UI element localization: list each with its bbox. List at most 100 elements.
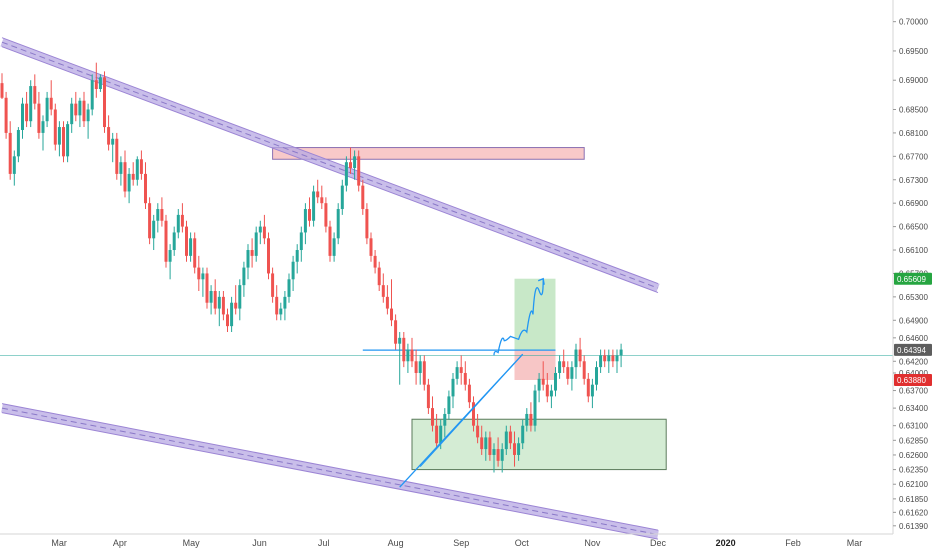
candle-body: [496, 449, 500, 461]
candle-body: [578, 349, 582, 362]
candle-body: [357, 156, 361, 186]
candle-body: [168, 250, 172, 262]
candle-body: [586, 378, 590, 397]
candle-body: [381, 285, 385, 297]
target-zone: [514, 278, 556, 351]
candle-body: [221, 296, 225, 315]
candle-body: [422, 361, 426, 385]
upper-channel-edge-bottom: [1, 46, 659, 294]
candle-body: [517, 443, 521, 455]
candle-body: [189, 238, 193, 256]
candle-body: [74, 103, 78, 116]
candle-body: [480, 437, 484, 450]
price-tick-label: 0.63700: [899, 387, 928, 396]
candle-body: [365, 209, 369, 239]
price-tick-label: 0.62600: [899, 451, 928, 460]
candle-body: [267, 238, 270, 274]
candle-body: [316, 191, 320, 198]
lower-channel-edge-bottom: [1, 412, 659, 540]
candle-body: [549, 390, 553, 397]
candle-body: [271, 273, 275, 297]
candle-body: [476, 425, 480, 438]
candle-body: [21, 103, 24, 130]
stop-zone: [514, 350, 556, 381]
candle-body: [361, 185, 365, 210]
candle-body: [230, 302, 234, 327]
candle-body: [619, 349, 623, 356]
candle-body: [25, 103, 29, 122]
candle-body: [275, 296, 279, 315]
price-tick-label: 0.64200: [899, 357, 928, 366]
candle-body: [90, 80, 94, 110]
candle-body: [443, 413, 447, 426]
time-axis-label: May: [183, 538, 201, 548]
price-tick-label: 0.61620: [899, 508, 928, 517]
rising-support-line: [419, 353, 524, 468]
candle-body: [590, 384, 594, 397]
candle-body: [537, 378, 541, 391]
candle-body: [295, 250, 299, 262]
candle-body: [193, 238, 197, 268]
candle-body: [45, 97, 49, 122]
candle-body: [566, 367, 570, 379]
candle-body: [287, 279, 291, 297]
candle-body: [152, 220, 156, 239]
candle-body: [119, 162, 123, 174]
candle-body: [603, 355, 607, 362]
candle-body: [504, 431, 508, 450]
candle-body: [234, 302, 238, 309]
candle-body: [529, 413, 533, 426]
upper-channel-edge-top: [1, 37, 659, 285]
candle-body: [258, 226, 262, 233]
projection-arrowhead: [537, 277, 545, 285]
price-badge-label: 0.63880: [897, 376, 926, 385]
candle-body: [414, 361, 418, 373]
candle-body: [262, 226, 266, 239]
candle-body: [115, 138, 119, 174]
time-axis-label: Apr: [113, 538, 127, 548]
price-badge: [894, 343, 932, 356]
price-tick-label: 0.69000: [899, 76, 928, 85]
time-axis-label: Dec: [650, 538, 667, 548]
price-badge: [894, 272, 932, 285]
candle-body: [451, 378, 455, 397]
candle-body: [439, 425, 443, 444]
candle-body: [607, 355, 611, 362]
time-axis-label: Nov: [584, 538, 601, 548]
candle-body: [525, 413, 529, 426]
candle-body: [459, 367, 463, 373]
candle-body: [66, 124, 70, 157]
lines-layer: [0, 349, 893, 356]
resistance-zone: [272, 147, 585, 160]
candle-body: [209, 291, 213, 303]
candle-body: [98, 77, 102, 89]
candle-body: [385, 296, 389, 309]
lower-channel-midline: [1, 407, 659, 536]
candle-body: [554, 372, 557, 391]
candle-body: [62, 127, 65, 157]
projection-path: [493, 278, 544, 356]
price-tick-label: 0.62850: [899, 436, 928, 445]
candle-body: [246, 250, 250, 268]
candle-body: [172, 232, 176, 251]
candle-body: [615, 355, 619, 362]
candle-body: [148, 203, 152, 239]
candle-body: [53, 109, 57, 145]
candle-body: [562, 361, 566, 368]
price-tick-label: 0.62100: [899, 480, 928, 489]
price-tick-label: 0.64900: [899, 316, 928, 325]
candle-body: [238, 285, 242, 309]
price-tick-label: 0.70000: [899, 18, 928, 27]
candle-body: [402, 337, 406, 362]
candle-body: [369, 238, 373, 256]
candle-body: [29, 86, 33, 122]
candle-body: [107, 127, 111, 145]
candle-body: [320, 197, 324, 204]
price-tick-label: 0.66500: [899, 223, 928, 232]
candle-body: [139, 159, 143, 174]
candle-body: [82, 100, 86, 122]
candle-body: [37, 103, 41, 133]
candle-body: [279, 308, 283, 315]
